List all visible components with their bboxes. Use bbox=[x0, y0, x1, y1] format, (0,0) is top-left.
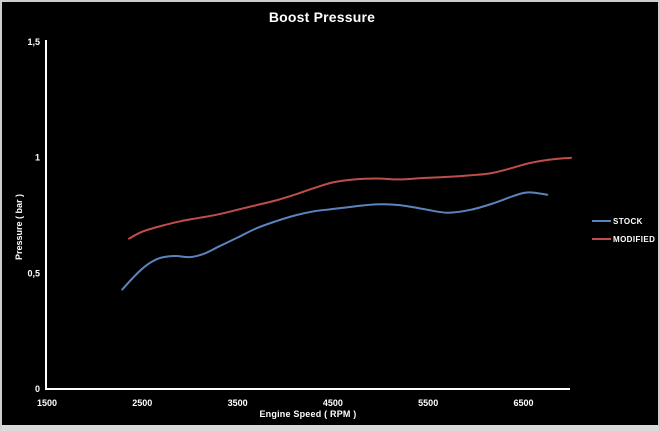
stock-line bbox=[121, 191, 549, 291]
modified-line bbox=[128, 156, 573, 240]
legend-item-modified: MODIFIED bbox=[592, 230, 655, 248]
legend-line-swatch bbox=[592, 220, 611, 222]
y-tick-label: 1 bbox=[35, 153, 40, 163]
x-tick-label: 3500 bbox=[228, 398, 248, 408]
legend: STOCK MODIFIED bbox=[592, 212, 655, 248]
x-axis-title: Engine Speed ( RPM ) bbox=[259, 409, 357, 419]
x-tick-label: 5500 bbox=[418, 398, 438, 408]
legend-line-swatch bbox=[592, 238, 611, 240]
y-tick-label: 0 bbox=[35, 384, 40, 394]
legend-item-stock: STOCK bbox=[592, 212, 655, 230]
legend-label: MODIFIED bbox=[613, 234, 656, 244]
x-tick-label: 6500 bbox=[513, 398, 533, 408]
y-tick-label: 0,5 bbox=[27, 268, 40, 278]
legend-label: STOCK bbox=[613, 216, 643, 226]
x-tick-label: 2500 bbox=[132, 398, 152, 408]
x-tick-label: 4500 bbox=[323, 398, 343, 408]
x-tick-label: 1500 bbox=[37, 398, 57, 408]
y-tick-label: 1,5 bbox=[27, 37, 40, 47]
chart-title: Boost Pressure bbox=[268, 9, 376, 25]
